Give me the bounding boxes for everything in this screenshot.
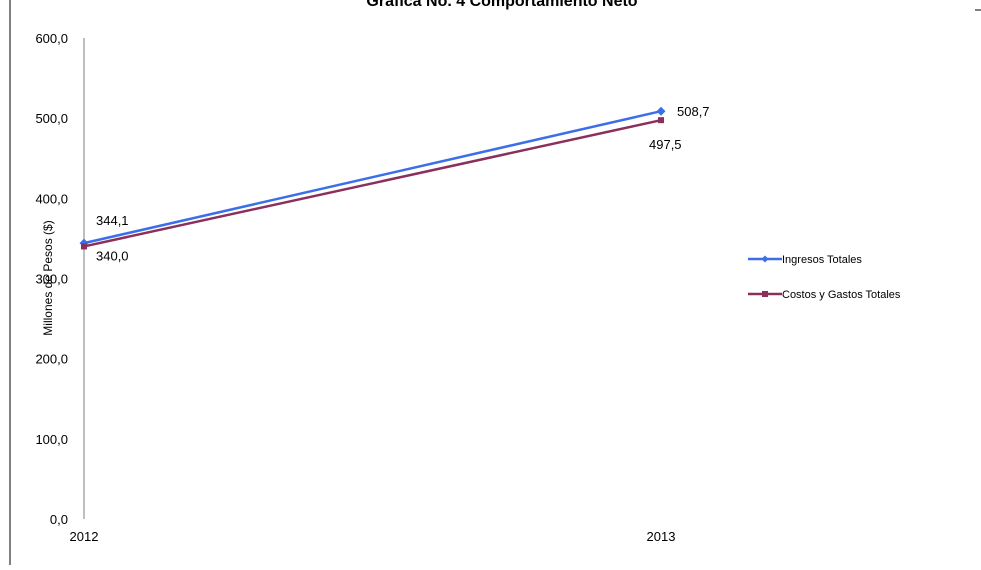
y-tick-label: 300,0 xyxy=(35,272,68,287)
series-line-1 xyxy=(83,118,662,248)
data-label: 497,5 xyxy=(649,137,682,152)
data-point-marker xyxy=(81,243,87,250)
legend-marker xyxy=(762,291,768,297)
x-tick-label: 2013 xyxy=(647,529,676,544)
data-point-marker xyxy=(656,106,666,116)
y-tick-label: 100,0 xyxy=(35,432,68,447)
data-point-marker xyxy=(658,117,664,124)
y-axis-title: Millones de Pesos ($) xyxy=(41,220,55,335)
legend-label: Costos y Gastos Totales xyxy=(782,289,901,301)
y-tick-label: 600,0 xyxy=(35,31,68,46)
data-label: 344,1 xyxy=(96,213,129,228)
data-label: 340,0 xyxy=(96,248,129,263)
legend-label: Ingresos Totales xyxy=(782,254,862,266)
data-label: 508,7 xyxy=(677,104,710,119)
legend-marker xyxy=(761,255,769,263)
series-line-0 xyxy=(83,109,662,245)
y-tick-label: 0,0 xyxy=(50,512,68,527)
x-tick-label: 2012 xyxy=(70,529,99,544)
y-tick-label: 400,0 xyxy=(35,191,68,206)
chart-title: Grafica No. 4 Comportamiento Neto xyxy=(366,0,637,10)
y-tick-label: 500,0 xyxy=(35,111,68,126)
y-tick-label: 200,0 xyxy=(35,352,68,367)
